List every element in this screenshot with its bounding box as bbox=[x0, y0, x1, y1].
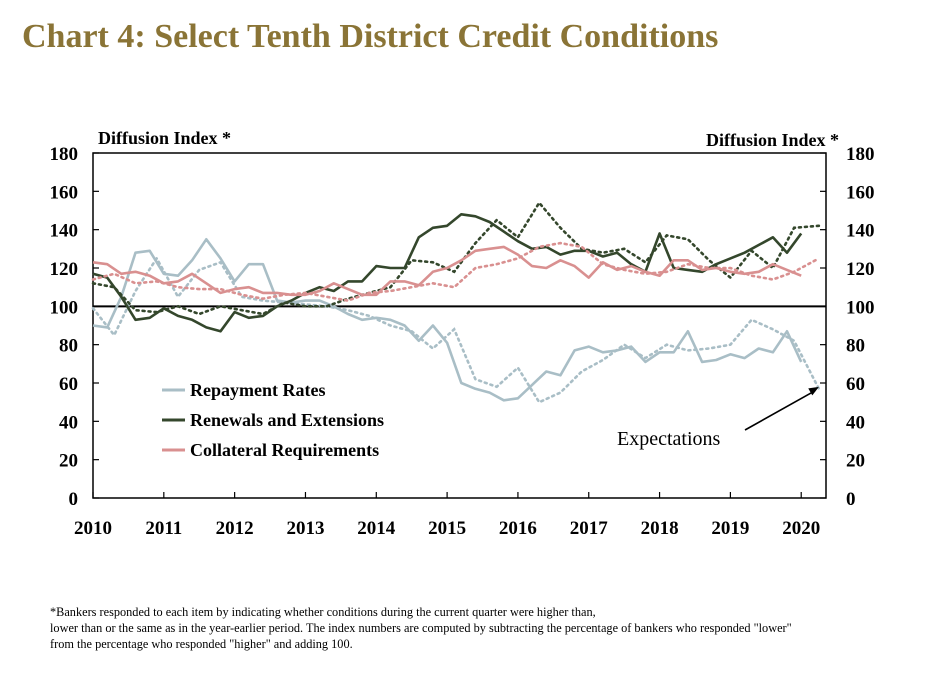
y-tick-label-right: 160 bbox=[846, 182, 875, 203]
x-tick-label: 2018 bbox=[641, 518, 679, 539]
renewals-and-extensions-line bbox=[92, 213, 803, 333]
y-tick-label-left: 0 bbox=[69, 489, 79, 510]
y-tick-label-right: 20 bbox=[846, 451, 865, 472]
y-tick-label-left: 180 bbox=[50, 144, 79, 165]
x-tick-label: 2015 bbox=[428, 518, 466, 539]
y-tick-label-right: 60 bbox=[846, 374, 865, 395]
collateral-requirements-expectations-line bbox=[91, 241, 821, 302]
footnote-line: from the percentage who responded "highe… bbox=[50, 637, 353, 651]
y-tick-label-left: 100 bbox=[50, 297, 79, 318]
x-tick-label: 2017 bbox=[570, 518, 609, 539]
legend-label: Renewals and Extensions bbox=[190, 410, 384, 430]
y-tick-label-left: 140 bbox=[50, 221, 79, 242]
left-axis-title: Diffusion Index * bbox=[98, 128, 231, 148]
x-tick-label: 2012 bbox=[216, 518, 254, 539]
y-tick-label-left: 60 bbox=[59, 374, 78, 395]
chart-title: Chart 4: Select Tenth District Credit Co… bbox=[22, 18, 719, 55]
x-tick-label: 2020 bbox=[782, 518, 820, 539]
y-tick-label-left: 20 bbox=[59, 451, 78, 472]
y-tick-label-right: 180 bbox=[846, 144, 875, 165]
y-tick-label-left: 160 bbox=[50, 182, 79, 203]
y-tick-label-left: 120 bbox=[50, 259, 79, 280]
series-lines bbox=[91, 200, 821, 404]
y-tick-label-right: 80 bbox=[846, 336, 865, 357]
collateral-requirements-line bbox=[92, 245, 802, 297]
legend-label: Collateral Requirements bbox=[190, 440, 379, 460]
footnote-line: *Bankers responded to each item by indic… bbox=[50, 605, 596, 619]
x-tick-label: 2019 bbox=[711, 518, 749, 539]
y-tick-label-right: 140 bbox=[846, 221, 875, 242]
repayment-rates-line bbox=[92, 238, 803, 402]
right-axis-title: Diffusion Index * bbox=[706, 130, 839, 150]
x-tick-label: 2016 bbox=[499, 518, 537, 539]
y-tick-label-right: 100 bbox=[846, 297, 875, 318]
x-tick-label: 2011 bbox=[145, 518, 182, 539]
repayment-rates-expectations-line bbox=[91, 255, 821, 404]
y-tick-label-left: 40 bbox=[59, 412, 78, 433]
legend-label: Repayment Rates bbox=[190, 380, 325, 400]
y-tick-label-right: 40 bbox=[846, 412, 865, 433]
x-tick-label: 2013 bbox=[286, 518, 324, 539]
annotation-arrow-head bbox=[808, 386, 819, 396]
legend: Repayment Rates Renewals and Extensions Co… bbox=[162, 380, 384, 460]
y-tick-label-right: 0 bbox=[846, 489, 856, 510]
footnote-line: lower than or the same as in the year-ea… bbox=[50, 621, 792, 635]
renewals-and-extensions-expectations-line bbox=[91, 200, 821, 316]
y-tick-label-left: 80 bbox=[59, 336, 78, 357]
y-tick-label-right: 120 bbox=[846, 259, 875, 280]
footnote: *Bankers responded to each item by indic… bbox=[50, 604, 910, 652]
x-tick-label: 2010 bbox=[74, 518, 112, 539]
annotation-label: Expectations bbox=[617, 428, 721, 450]
annotation-arrow-line bbox=[744, 390, 816, 431]
annotation: Expectations bbox=[617, 386, 819, 450]
x-tick-label: 2014 bbox=[357, 518, 396, 539]
